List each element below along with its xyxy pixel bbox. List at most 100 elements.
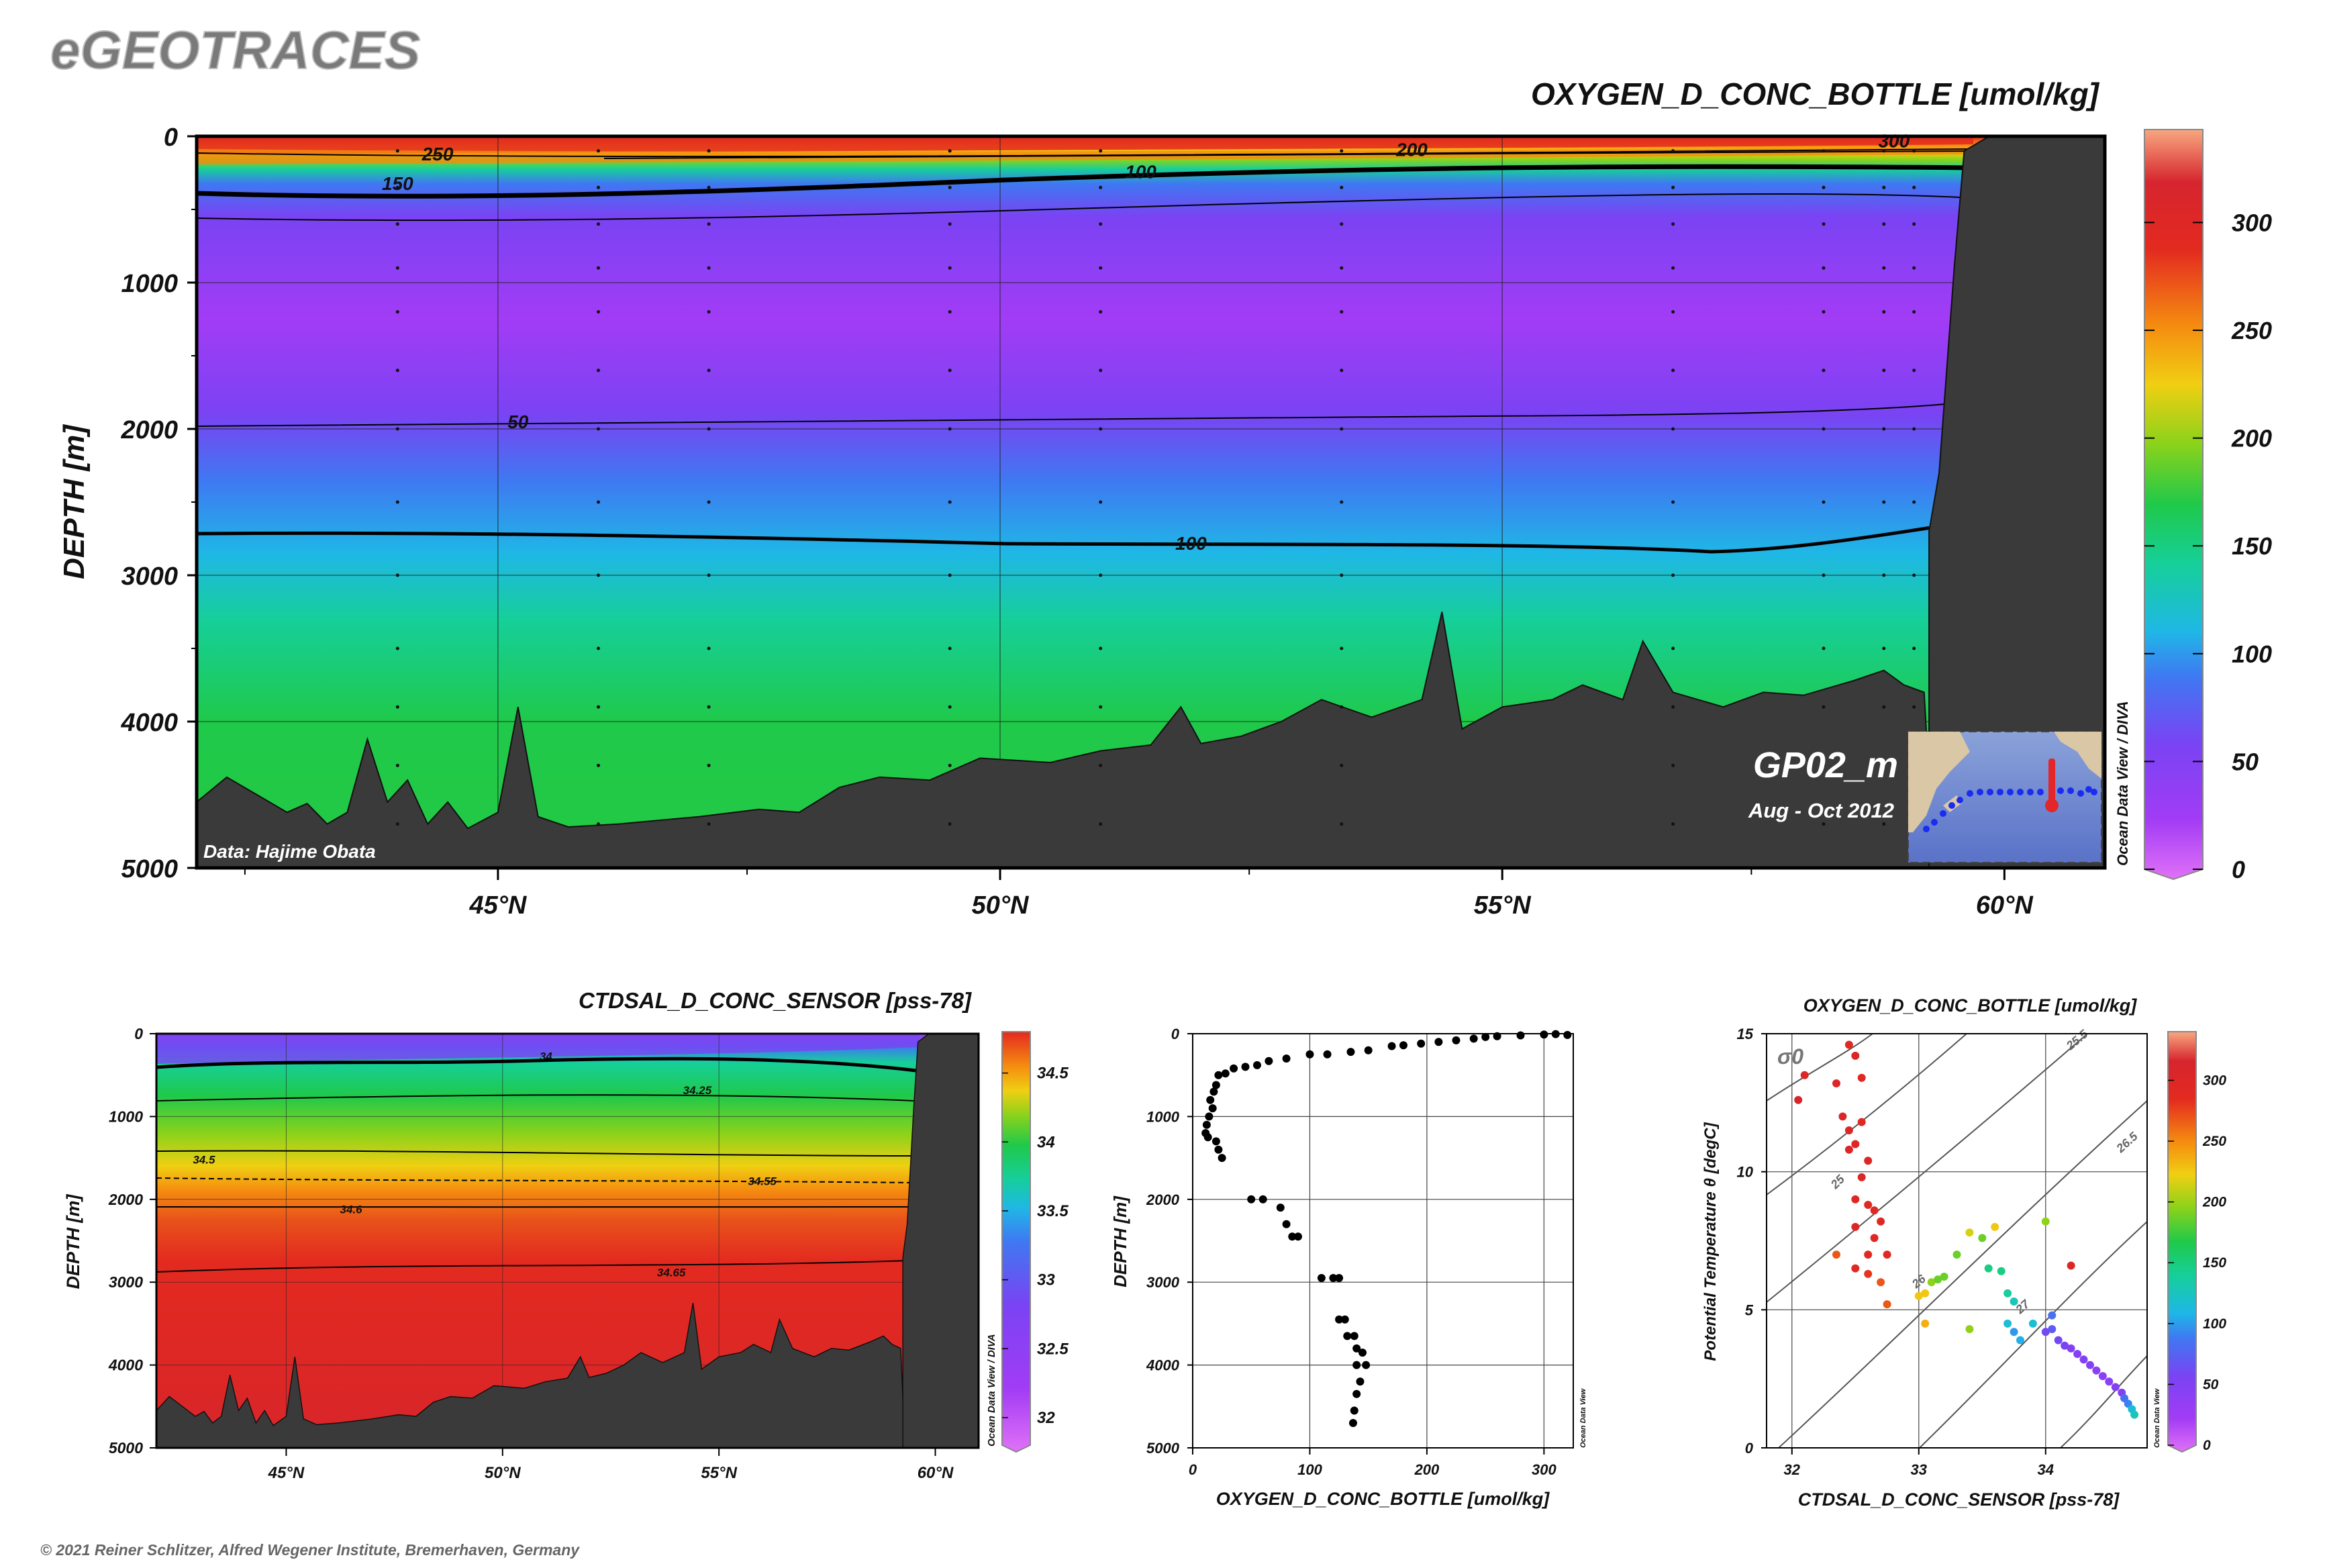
ts-point-11: [1864, 1157, 1873, 1165]
sample-dot-0-7: [395, 500, 399, 504]
ts-x-tick-label-2: 34: [2038, 1461, 2054, 1478]
sigma-symbol: σ0: [1777, 1044, 1803, 1069]
sample-dot-2-0: [707, 149, 711, 153]
sample-dot-0-2: [395, 222, 399, 226]
track-dot-12: [2037, 789, 2044, 795]
track-dot-8: [1997, 789, 2003, 795]
profile-point-6: [1469, 1034, 1478, 1043]
profile-point-43: [1335, 1315, 1344, 1324]
profile-point-19: [1241, 1063, 1250, 1071]
profile-frame: [1192, 1033, 1574, 1449]
inset-map-land-america: [2054, 732, 2101, 779]
oxygen-section-title: OXYGEN_D_CONC_BOTTLE [umol/kg]: [1531, 77, 2100, 111]
sample-dot-3-2: [948, 222, 952, 226]
sample-dot-4-7: [1099, 500, 1103, 504]
sample-dot-1-2: [597, 222, 600, 226]
profile-point-13: [1346, 1048, 1355, 1057]
sample-dot-0-3: [395, 266, 399, 270]
sample-dot-6-6: [1671, 427, 1675, 431]
inset-map-marker-end: [2045, 799, 2059, 812]
ts-point-32: [1965, 1228, 1974, 1237]
prof-y-tick-label-4: 4000: [1146, 1357, 1180, 1374]
sample-dot-1-10: [597, 705, 600, 709]
track-dot-1: [1931, 819, 1938, 826]
profile-point-15: [1305, 1050, 1314, 1059]
x-tick-label-0: 45°N: [468, 891, 527, 920]
sample-dot-4-5: [1099, 369, 1103, 373]
colorbar-label-0: 0: [2232, 856, 2245, 883]
sal-contour-label-2: 34.5: [193, 1154, 215, 1167]
sample-dot-3-3: [948, 266, 952, 270]
y-tick-label-5: 5000: [121, 855, 178, 883]
ts-point-14: [1864, 1201, 1873, 1209]
sample-dot-1-8: [597, 573, 600, 577]
prof-y-tick-label-2: 2000: [1146, 1191, 1180, 1208]
inset-map-land-asia: [1908, 732, 1970, 832]
profile-point-30: [1203, 1133, 1212, 1142]
ts-point-3: [1844, 1040, 1853, 1049]
cruise-id: GP02_m: [1753, 745, 1898, 785]
oxygen-section-ylabel: DEPTH [m]: [58, 424, 91, 579]
sample-dot-1-1: [597, 185, 600, 189]
contour-345-line: [156, 1150, 913, 1157]
profile-point-44: [1340, 1315, 1349, 1324]
sample-dot-8-4: [1882, 310, 1886, 314]
ts-point-37: [2003, 1289, 2012, 1297]
sample-dot-0-9: [395, 646, 399, 650]
contour-label-2: 100: [1125, 161, 1156, 182]
isopycnal-line-4: [1778, 1100, 2148, 1449]
ts-point-6: [1838, 1112, 1847, 1121]
sample-dot-3-9: [948, 646, 952, 650]
data-credit: Data: Hajime Obata: [203, 841, 376, 862]
ts-point-21: [1851, 1264, 1860, 1273]
sample-dot-6-12: [1671, 822, 1675, 826]
sample-dot-7-12: [1822, 822, 1826, 826]
ts-point-27: [1921, 1289, 1930, 1297]
salinity-continental-slope: [902, 1033, 979, 1449]
profile-point-38: [1288, 1232, 1297, 1241]
ts-point-25: [1832, 1251, 1840, 1259]
watermark-salinity: Ocean Data View / DIVA: [986, 1334, 997, 1447]
profile-point-40: [1317, 1274, 1326, 1282]
isopycnal-line-2: [1766, 1033, 1967, 1195]
sample-dot-5-11: [1340, 763, 1344, 767]
profile-point-36: [1276, 1204, 1285, 1212]
inset-map: [1908, 731, 2102, 863]
ts-colorbar: [2167, 1031, 2197, 1453]
sample-dot-1-9: [597, 646, 600, 650]
ts-point-45: [2041, 1217, 2050, 1226]
inset-map-section-marker: [2048, 758, 2055, 805]
sample-dot-9-0: [1912, 149, 1916, 153]
sal-contour-label-3: 34.55: [748, 1175, 777, 1188]
sample-dot-9-3: [1912, 266, 1916, 270]
ts-point-8: [1851, 1140, 1860, 1148]
ts-colorbar-label-3: 150: [2203, 1255, 2226, 1271]
sample-dot-2-11: [707, 763, 711, 767]
ts-point-9: [1844, 1145, 1853, 1154]
ts-point-51: [2073, 1350, 2082, 1359]
profile-point-8: [1434, 1038, 1443, 1046]
profile-point-48: [1358, 1349, 1367, 1357]
sample-dot-3-12: [948, 822, 952, 826]
track-dot-17: [2085, 786, 2092, 793]
sal-x-tick-label-2: 55°N: [701, 1464, 737, 1482]
track-dot-5: [1967, 790, 1973, 797]
oxygen-profile-chart: 0 1000 2000 3000 4000 5000 0 100 200 300 OXYGEN_…: [1110, 1026, 1587, 1509]
sal-colorbar-label-3: 33.5: [1037, 1202, 1069, 1220]
sample-dot-5-3: [1340, 266, 1344, 270]
sample-dot-6-8: [1671, 573, 1675, 577]
sample-dot-4-1: [1099, 185, 1103, 189]
contour-label-3: 200: [1395, 140, 1428, 160]
profile-point-47: [1352, 1344, 1361, 1353]
contour-3425-line: [156, 1094, 915, 1101]
track-dot-9: [2007, 789, 2014, 795]
sample-dot-8-8: [1882, 573, 1886, 577]
sample-dot-0-11: [395, 763, 399, 767]
ts-point-44: [2028, 1319, 2037, 1328]
sample-dot-9-6: [1912, 427, 1916, 431]
profile-point-45: [1343, 1332, 1352, 1340]
sample-dot-5-5: [1340, 369, 1344, 373]
oxygen-colorbar-ticks: 0 50 100 150 200 250 300: [2144, 209, 2272, 883]
profile-point-54: [1349, 1419, 1357, 1427]
sal-y-tick-label-0: 0: [134, 1025, 143, 1042]
